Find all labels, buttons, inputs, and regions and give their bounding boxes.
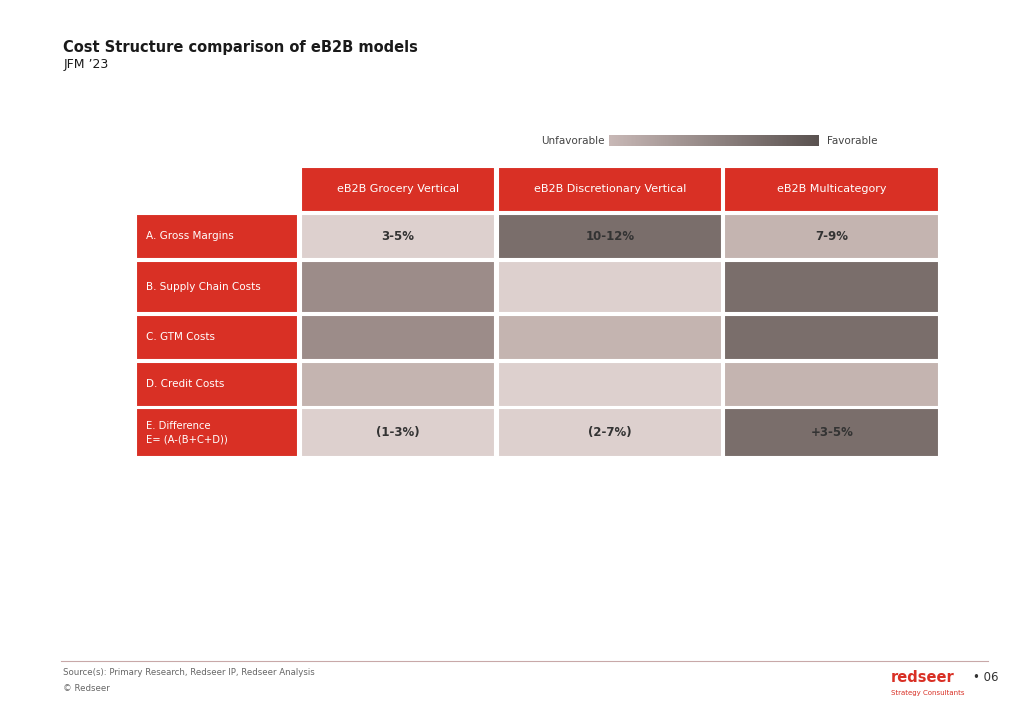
Text: E. Difference
E= (A-(B+C+D)): E. Difference E= (A-(B+C+D)) [146,421,228,444]
Text: (2-7%): (2-7%) [588,426,632,439]
Text: eB2B Multicategory: eB2B Multicategory [777,184,887,194]
Text: Strategy Consultants: Strategy Consultants [891,690,965,696]
Text: eB2B Grocery Vertical: eB2B Grocery Vertical [337,184,459,194]
Text: 7-9%: 7-9% [815,230,849,243]
Text: Source(s): Primary Research, Redseer IP, Redseer Analysis: Source(s): Primary Research, Redseer IP,… [63,668,315,677]
Text: redseer: redseer [891,670,954,684]
Text: 10-12%: 10-12% [586,230,635,243]
Text: eB2B Discretionary Vertical: eB2B Discretionary Vertical [534,184,686,194]
Text: Unfavorable: Unfavorable [541,136,604,146]
Text: +3-5%: +3-5% [810,426,853,439]
Text: 3-5%: 3-5% [382,230,415,243]
Text: • 06: • 06 [973,671,998,684]
Text: Favorable: Favorable [827,136,878,146]
Text: (1-3%): (1-3%) [376,426,420,439]
Text: © Redseer: © Redseer [63,684,111,693]
Text: Cost Structure comparison of eB2B models: Cost Structure comparison of eB2B models [63,40,419,55]
Text: A. Gross Margins: A. Gross Margins [146,231,234,241]
Text: JFM ’23: JFM ’23 [63,58,109,71]
Text: C. GTM Costs: C. GTM Costs [146,333,215,342]
Text: D. Credit Costs: D. Credit Costs [146,379,225,389]
Text: B. Supply Chain Costs: B. Supply Chain Costs [146,282,261,291]
